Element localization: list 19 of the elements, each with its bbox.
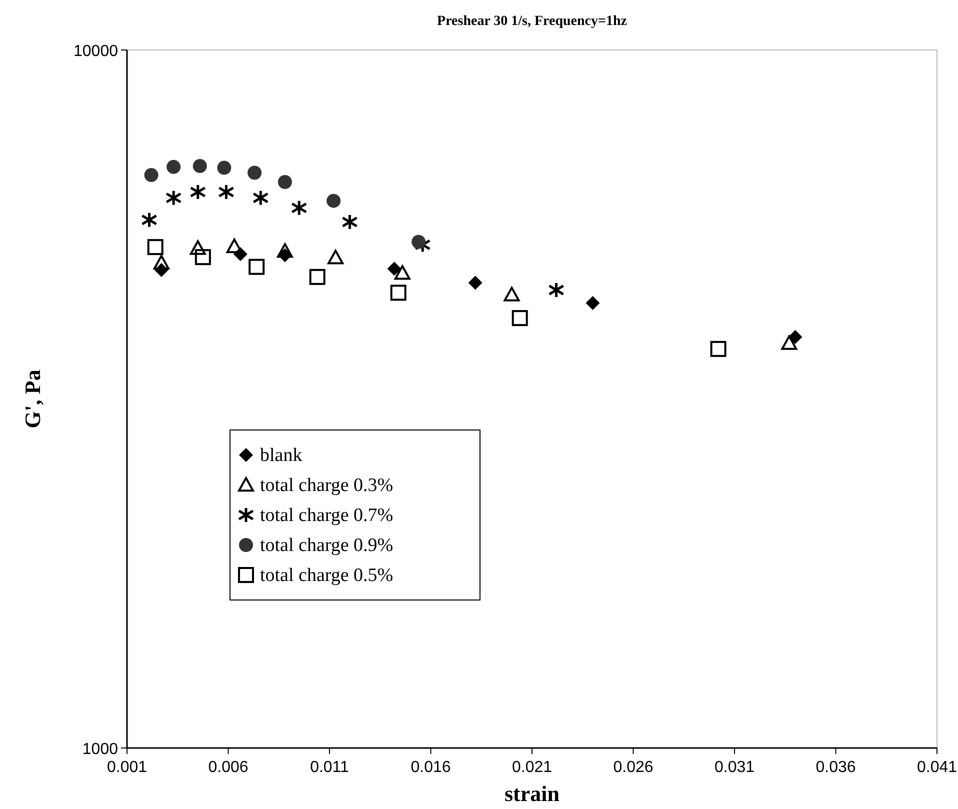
x-tick-label: 0.031 (714, 759, 755, 776)
x-tick-label: 0.011 (310, 759, 350, 776)
x-tick-label: 0.016 (410, 759, 451, 776)
chart-title: Preshear 30 1/s, Frequency=1hz (437, 14, 627, 29)
y-tick-label: 1000 (82, 741, 118, 758)
legend-label: total charge 0.9% (260, 535, 394, 556)
x-tick-label: 0.026 (613, 759, 654, 776)
legend-label: blank (260, 445, 303, 466)
legend-label: total charge 0.3% (260, 475, 394, 496)
legend-label: total charge 0.5% (260, 565, 394, 586)
x-tick-label: 0.001 (106, 759, 148, 776)
x-tick-label: 0.041 (916, 759, 958, 776)
y-axis-title: G', Pa (20, 370, 45, 428)
legend-label: total charge 0.7% (260, 505, 394, 526)
y-tick-label: 10000 (74, 43, 118, 60)
x-tick-label: 0.006 (208, 759, 248, 776)
x-tick-label: 0.036 (816, 759, 856, 776)
x-tick-label: 0.021 (512, 759, 552, 776)
x-axis-title: strain (504, 781, 560, 806)
